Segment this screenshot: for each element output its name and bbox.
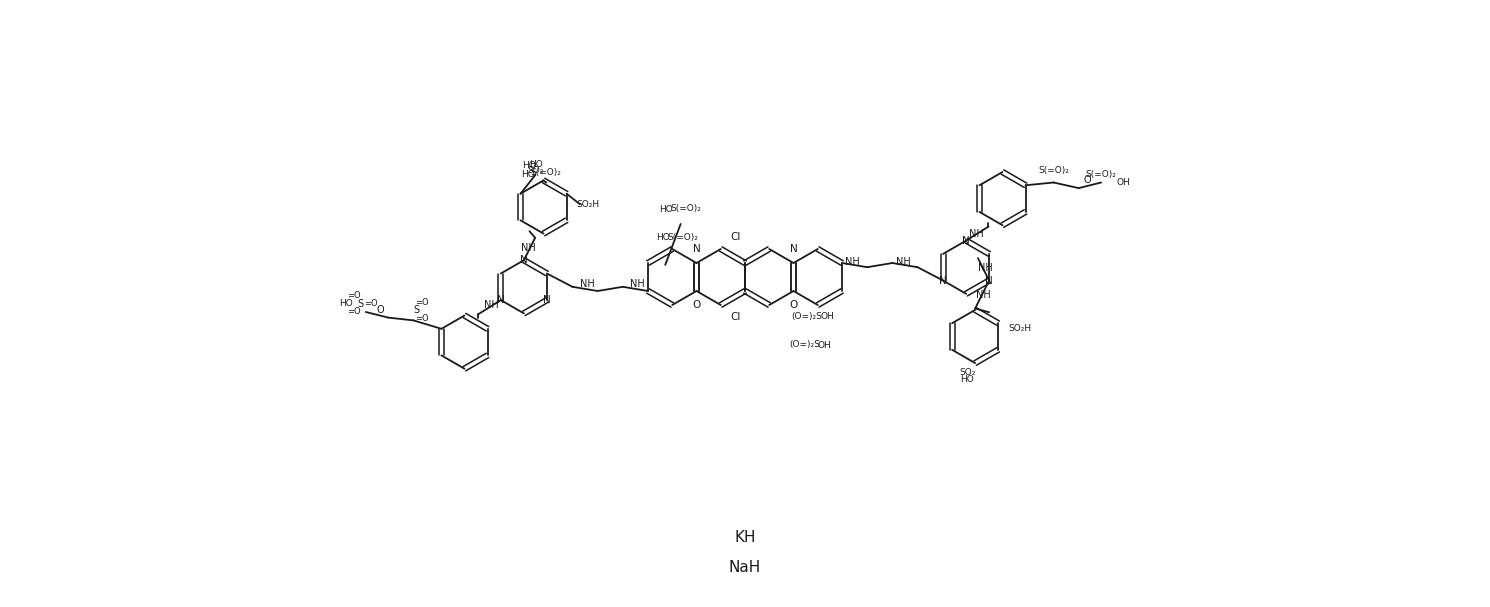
Text: NH: NH [895, 257, 910, 267]
Text: O: O [1083, 175, 1091, 185]
Text: SO₂: SO₂ [960, 368, 976, 378]
Text: =O: =O [414, 314, 428, 323]
Text: =O: =O [414, 298, 428, 307]
Text: SO₂H: SO₂H [1009, 324, 1031, 333]
Text: O: O [790, 300, 797, 310]
Text: OH: OH [821, 312, 834, 320]
Text: S(=O)₂: S(=O)₂ [1086, 170, 1116, 179]
Text: NH: NH [968, 229, 983, 239]
Text: =O: =O [347, 291, 361, 300]
Text: N: N [498, 295, 505, 305]
Text: HO: HO [529, 160, 542, 169]
Text: S: S [358, 299, 364, 309]
Text: N: N [693, 244, 700, 254]
Text: SO₂H: SO₂H [577, 200, 600, 209]
Text: OH: OH [818, 341, 831, 350]
Text: S(=O)₂: S(=O)₂ [1039, 166, 1068, 175]
Text: KH: KH [735, 530, 755, 544]
Text: HO: HO [522, 160, 535, 169]
Text: NH: NH [484, 300, 499, 310]
Text: =O: =O [364, 299, 377, 308]
Text: S(=O)₂: S(=O)₂ [670, 205, 702, 214]
Text: N: N [963, 236, 970, 246]
Text: N: N [939, 276, 948, 285]
Text: NH: NH [630, 279, 645, 289]
Text: S(=O)₂: S(=O)₂ [530, 168, 562, 177]
Text: S: S [413, 305, 420, 316]
Text: NH: NH [976, 290, 991, 299]
Text: HO: HO [522, 171, 535, 179]
Text: NH: NH [845, 257, 860, 267]
Text: HO: HO [659, 205, 672, 214]
Text: OH: OH [1116, 178, 1131, 187]
Text: O: O [693, 300, 700, 310]
Text: Cl: Cl [730, 312, 741, 322]
Text: Cl: Cl [730, 232, 741, 242]
Text: HO: HO [656, 233, 669, 242]
Text: (O=)₂S: (O=)₂S [791, 312, 822, 320]
Text: N: N [520, 255, 527, 265]
Text: NH: NH [977, 263, 992, 273]
Text: (O=)₂S: (O=)₂S [788, 341, 820, 350]
Text: NH: NH [580, 279, 595, 289]
Text: NaH: NaH [729, 560, 761, 575]
Text: HO: HO [960, 375, 974, 384]
Text: N: N [542, 295, 551, 305]
Text: O: O [375, 305, 383, 314]
Text: S(=O)₂: S(=O)₂ [668, 233, 699, 242]
Text: NH: NH [520, 243, 535, 253]
Text: HO: HO [338, 299, 353, 308]
Text: =O: =O [347, 308, 361, 316]
Text: SO₂: SO₂ [527, 166, 544, 175]
Text: N: N [790, 244, 797, 254]
Text: N: N [985, 276, 992, 285]
